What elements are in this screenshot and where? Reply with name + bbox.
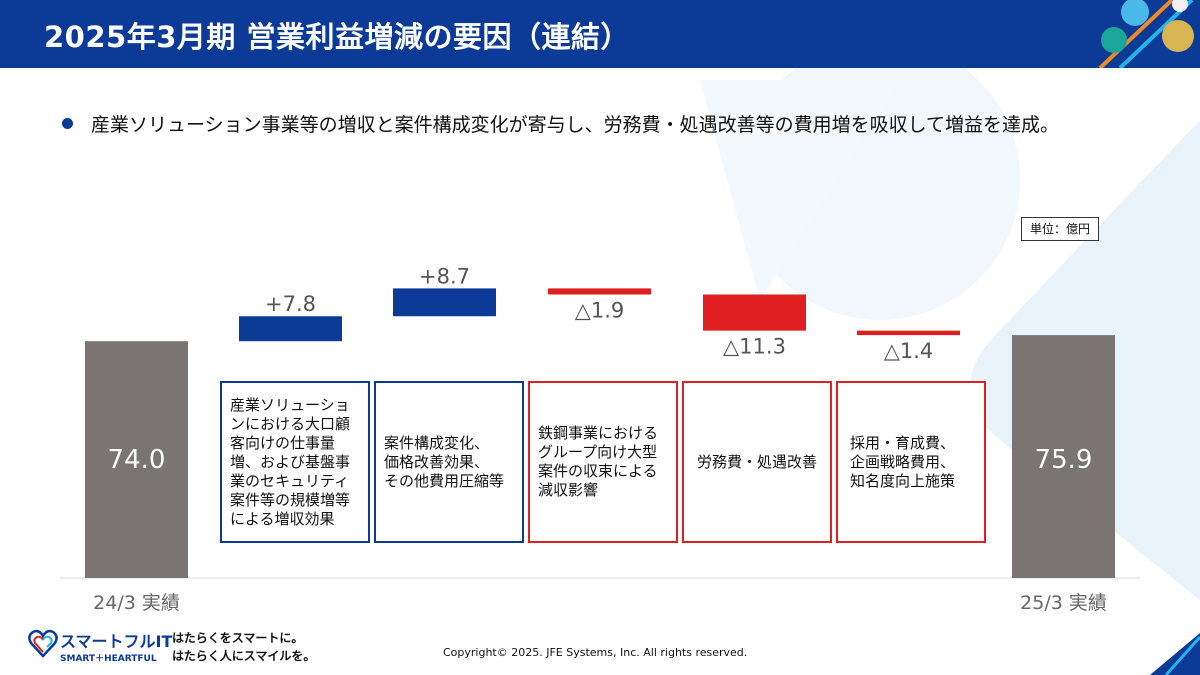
bar-value-label-6: △1.4: [884, 339, 934, 363]
driver-description-5: 採用・育成費、 企画戦略費用、 知名度向上施策: [836, 381, 986, 543]
bar-6: [857, 330, 960, 336]
bar-value-label-3: +8.7: [419, 264, 470, 288]
slogan-line-1: はたらくをスマートに。: [172, 631, 304, 645]
bullet-dot-icon: [62, 118, 73, 129]
header-bar: 2025年3月期 営業利益増減の要因（連結）: [0, 0, 1200, 68]
copyright: Copyright© 2025. JFE Systems, Inc. All r…: [443, 646, 748, 659]
driver-description-2: 案件構成変化、 価格改善効果、 その他費用圧縮等: [374, 381, 524, 543]
unit-label: 単位：億円: [1021, 217, 1099, 241]
page-corner-decoration: [1150, 633, 1200, 675]
logo-name: スマートフルIT: [60, 632, 173, 651]
bar-value-label-5: △11.3: [723, 335, 786, 359]
slogan: はたらくをスマートに。 はたらく人にスマイルを。: [172, 629, 315, 665]
driver-description-3: 鉄鋼事業における グループ向け大型 案件の収束による 減収影響: [528, 381, 678, 543]
summary-bullet: 産業ソリューション事業等の増収と案件構成変化が寄与し、労務費・処遇改善等の費用増…: [62, 110, 1059, 137]
bar-value-label-4: △1.9: [575, 298, 625, 322]
logo-subtitle: SMART＋HEARTFUL: [60, 654, 157, 664]
driver-description-1: 産業ソリューションにおける大口顧客向けの仕事量増、および基盤事業のセキュリティ案…: [220, 381, 370, 543]
page-number: 9: [1164, 645, 1172, 658]
bar-5: [703, 294, 806, 331]
category-label-7: 25/3 実績: [1020, 592, 1107, 614]
circuit-deco-icon: [1098, 0, 1194, 68]
bar-value-label-1: 74.0: [108, 445, 166, 475]
bar-4: [548, 288, 651, 295]
driver-description-4: 労務費・処遇改善: [682, 381, 832, 543]
heart-logo-icon: [28, 629, 58, 658]
slogan-line-2: はたらく人にスマイルを。: [172, 649, 316, 663]
category-label-1: 24/3 実績: [93, 592, 180, 614]
bar-2: [239, 316, 342, 342]
bar-value-label-7: 75.9: [1035, 445, 1093, 475]
bar-1: [85, 341, 188, 578]
bar-3: [393, 288, 496, 317]
bar-value-label-2: +7.8: [265, 292, 316, 316]
bar-7: [1012, 335, 1115, 578]
page-title: 2025年3月期 営業利益増減の要因（連結）: [44, 20, 630, 54]
summary-text: 産業ソリューション事業等の増収と案件構成変化が寄与し、労務費・処遇改善等の費用増…: [91, 114, 1060, 136]
